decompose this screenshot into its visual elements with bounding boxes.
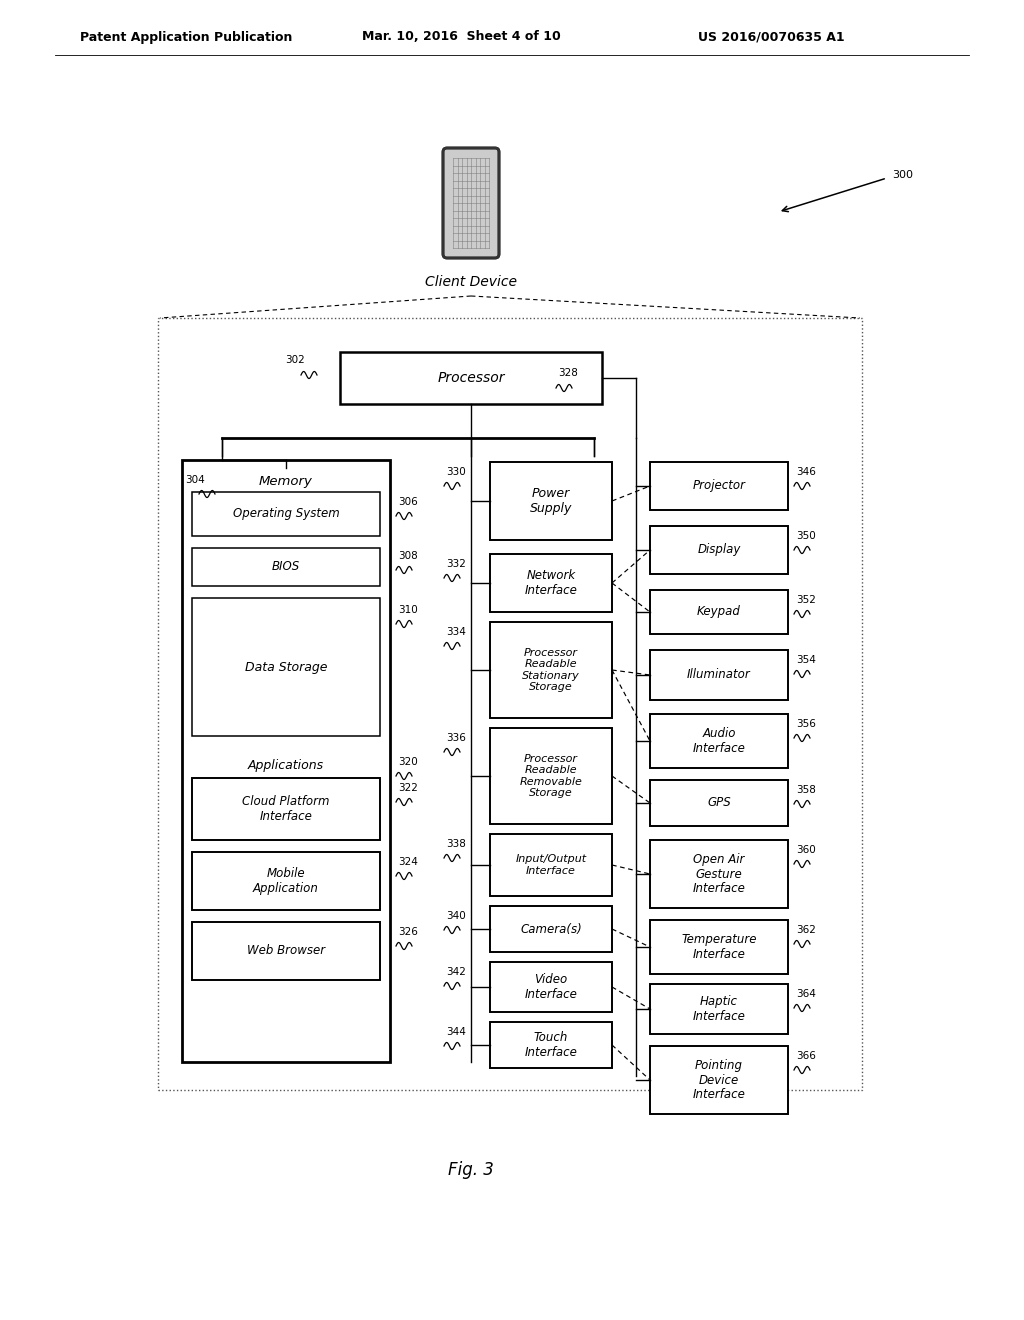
Text: 326: 326	[398, 927, 418, 937]
FancyBboxPatch shape	[340, 352, 602, 404]
FancyBboxPatch shape	[650, 714, 788, 768]
FancyBboxPatch shape	[490, 834, 612, 896]
Text: Operating System: Operating System	[232, 507, 339, 520]
FancyBboxPatch shape	[490, 622, 612, 718]
FancyBboxPatch shape	[193, 777, 380, 840]
Text: Touch
Interface: Touch Interface	[524, 1031, 578, 1059]
FancyBboxPatch shape	[490, 962, 612, 1012]
FancyBboxPatch shape	[650, 525, 788, 574]
Text: 308: 308	[398, 550, 418, 561]
Text: 320: 320	[398, 756, 418, 767]
FancyBboxPatch shape	[650, 983, 788, 1034]
Text: 344: 344	[446, 1027, 466, 1038]
FancyBboxPatch shape	[490, 1022, 612, 1068]
FancyBboxPatch shape	[650, 1045, 788, 1114]
Text: 338: 338	[446, 840, 466, 849]
Text: Cloud Platform
Interface: Cloud Platform Interface	[243, 795, 330, 822]
Text: Mobile
Application: Mobile Application	[253, 867, 318, 895]
Text: Camera(s): Camera(s)	[520, 923, 582, 936]
FancyBboxPatch shape	[193, 921, 380, 979]
Text: Processor
Readable
Stationary
Storage: Processor Readable Stationary Storage	[522, 648, 580, 693]
Text: 304: 304	[185, 475, 205, 484]
Text: 334: 334	[446, 627, 466, 638]
Text: 332: 332	[446, 558, 466, 569]
Text: 362: 362	[796, 925, 816, 935]
FancyBboxPatch shape	[650, 462, 788, 510]
Text: 340: 340	[446, 911, 466, 921]
FancyBboxPatch shape	[650, 920, 788, 974]
Text: 364: 364	[796, 989, 816, 999]
FancyBboxPatch shape	[443, 148, 499, 257]
Text: Haptic
Interface: Haptic Interface	[692, 995, 745, 1023]
Text: 356: 356	[796, 719, 816, 729]
Text: Illuminator: Illuminator	[687, 668, 751, 681]
Text: Mar. 10, 2016  Sheet 4 of 10: Mar. 10, 2016 Sheet 4 of 10	[362, 30, 561, 44]
FancyBboxPatch shape	[490, 462, 612, 540]
Text: 336: 336	[446, 733, 466, 743]
Text: Projector: Projector	[692, 479, 745, 492]
Text: Power
Supply: Power Supply	[529, 487, 572, 515]
FancyBboxPatch shape	[650, 780, 788, 826]
Text: Display: Display	[697, 544, 740, 557]
Text: 346: 346	[796, 467, 816, 477]
FancyBboxPatch shape	[193, 598, 380, 737]
Text: BIOS: BIOS	[272, 561, 300, 573]
Text: Open Air
Gesture
Interface: Open Air Gesture Interface	[692, 853, 745, 895]
Text: Web Browser: Web Browser	[247, 945, 325, 957]
FancyBboxPatch shape	[650, 840, 788, 908]
Text: 310: 310	[398, 605, 418, 615]
Text: 322: 322	[398, 783, 418, 793]
Text: Input/Output
Interface: Input/Output Interface	[515, 854, 587, 875]
Text: Client Device: Client Device	[425, 275, 517, 289]
Text: Patent Application Publication: Patent Application Publication	[80, 30, 293, 44]
Text: 342: 342	[446, 968, 466, 977]
Text: Temperature
Interface: Temperature Interface	[681, 933, 757, 961]
Text: 302: 302	[285, 355, 305, 366]
Text: 352: 352	[796, 595, 816, 605]
Text: Keypad: Keypad	[697, 606, 741, 619]
Text: Data Storage: Data Storage	[245, 660, 328, 673]
Text: GPS: GPS	[708, 796, 731, 809]
Text: Memory: Memory	[259, 475, 313, 488]
FancyBboxPatch shape	[193, 492, 380, 536]
Text: 306: 306	[398, 498, 418, 507]
Text: Applications: Applications	[248, 759, 324, 772]
Text: 354: 354	[796, 655, 816, 665]
Text: 350: 350	[796, 531, 816, 541]
Text: 360: 360	[796, 845, 816, 855]
Text: Fig. 3: Fig. 3	[449, 1162, 494, 1179]
Text: 330: 330	[446, 467, 466, 477]
Text: US 2016/0070635 A1: US 2016/0070635 A1	[698, 30, 845, 44]
FancyBboxPatch shape	[158, 318, 862, 1090]
Text: 328: 328	[558, 368, 578, 378]
Text: Video
Interface: Video Interface	[524, 973, 578, 1001]
Text: 366: 366	[796, 1051, 816, 1061]
Text: 358: 358	[796, 785, 816, 795]
FancyBboxPatch shape	[490, 554, 612, 612]
FancyBboxPatch shape	[193, 548, 380, 586]
FancyBboxPatch shape	[650, 649, 788, 700]
Text: 300: 300	[892, 170, 913, 180]
Text: Processor
Readable
Removable
Storage: Processor Readable Removable Storage	[519, 754, 583, 799]
FancyBboxPatch shape	[650, 590, 788, 634]
FancyBboxPatch shape	[182, 459, 390, 1063]
Text: 324: 324	[398, 857, 418, 867]
Text: Audio
Interface: Audio Interface	[692, 727, 745, 755]
Text: Network
Interface: Network Interface	[524, 569, 578, 597]
Text: Processor: Processor	[437, 371, 505, 385]
FancyBboxPatch shape	[490, 729, 612, 824]
FancyBboxPatch shape	[490, 906, 612, 952]
FancyBboxPatch shape	[193, 851, 380, 909]
Text: Pointing
Device
Interface: Pointing Device Interface	[692, 1059, 745, 1101]
